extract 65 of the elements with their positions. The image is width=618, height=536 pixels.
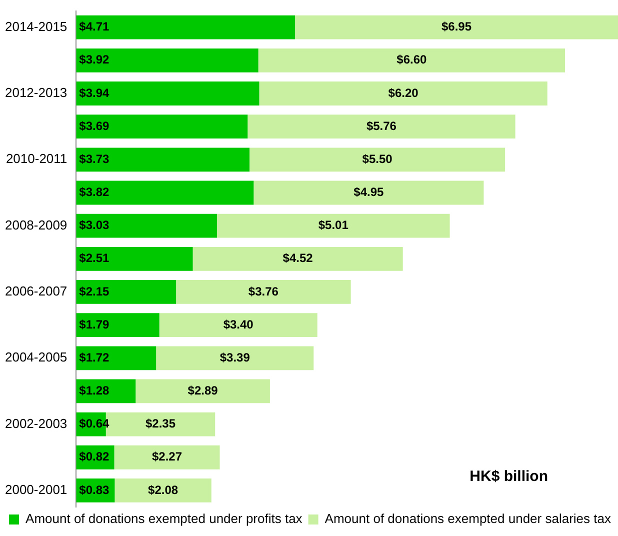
bar: [76, 346, 156, 370]
data-label: $0.82: [79, 450, 110, 464]
data-label: $2.27: [152, 450, 182, 464]
bar: [159, 313, 318, 338]
data-label: $4.52: [282, 251, 314, 266]
data-label: $6.95: [442, 20, 472, 34]
data-label: $4.95: [354, 185, 384, 200]
data-label: $1.79: [79, 317, 110, 332]
bar: [76, 214, 217, 238]
y-tick-label: 2010-2011: [6, 151, 68, 166]
data-label: $5.50: [362, 152, 393, 166]
data-label: $6.60: [396, 52, 428, 67]
bar: [76, 313, 160, 338]
bar: [295, 15, 618, 40]
data-label: $6.20: [388, 86, 419, 100]
bar: [76, 280, 176, 304]
y-tick-label: 2006-2007: [4, 284, 68, 299]
data-label: $2.51: [79, 251, 110, 266]
bar: [136, 379, 270, 404]
bar: [192, 246, 403, 271]
bar: [259, 82, 548, 106]
y-tick-label: 2012-2013: [4, 85, 68, 100]
bar: [258, 48, 566, 72]
bar: [114, 478, 212, 502]
data-label: $2.15: [79, 284, 110, 298]
data-label: $3.82: [79, 185, 110, 200]
bar: [76, 82, 260, 106]
data-label: $0.83: [79, 482, 110, 497]
legend-label: Amount of donations exempted under salaries tax: [324, 511, 612, 526]
data-label: $3.76: [248, 284, 279, 298]
data-label: $3.73: [79, 152, 110, 166]
y-tick-label: 2008-2009: [4, 217, 68, 232]
y-tick-label: 2004-2005: [4, 350, 68, 365]
y-tick-label: 2002-2003: [4, 416, 68, 431]
bar: [156, 346, 314, 370]
data-label: $3.40: [223, 317, 254, 332]
data-label: $3.03: [79, 218, 110, 232]
data-label: $2.35: [145, 416, 176, 431]
bar: [76, 15, 296, 40]
y-tick-label: 2000-2001: [4, 482, 68, 498]
data-label: $5.76: [366, 118, 397, 133]
data-label: $3.69: [79, 118, 110, 133]
data-label: $5.01: [318, 218, 349, 232]
bar: [76, 48, 258, 72]
bar: [176, 280, 351, 304]
data-label: $3.94: [79, 86, 110, 100]
bar: [216, 214, 450, 238]
data-label: $2.08: [148, 482, 178, 497]
legend-label: Amount of donations exempted under profits tax: [26, 511, 303, 526]
bar: [76, 114, 248, 139]
bar: [248, 114, 516, 139]
data-label: $1.72: [79, 350, 110, 364]
bar: [76, 246, 193, 271]
bar: [76, 148, 250, 172]
bar: [254, 180, 484, 205]
data-label: $4.71: [79, 20, 110, 34]
bar: [250, 148, 506, 172]
bar: [114, 445, 220, 470]
y-tick-label: 2014-2015: [4, 18, 68, 34]
data-label: $3.92: [79, 52, 110, 67]
data-label: $1.28: [79, 384, 110, 398]
annotation: HK$ billion: [470, 468, 548, 486]
bar: [76, 180, 254, 205]
data-label: $2.89: [188, 384, 218, 398]
data-label: $3.39: [220, 350, 250, 364]
